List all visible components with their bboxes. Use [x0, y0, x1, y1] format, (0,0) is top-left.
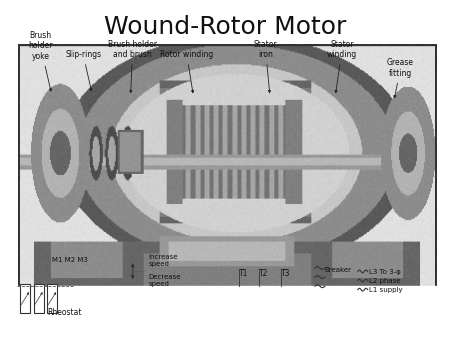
Text: Slip-rings: Slip-rings — [65, 50, 101, 91]
Bar — [34, 284, 44, 313]
Text: L3 To 3-φ: L3 To 3-φ — [369, 269, 401, 275]
Text: T2: T2 — [259, 269, 268, 278]
Bar — [0, 286, 450, 338]
Text: Wound-Rotor Motor: Wound-Rotor Motor — [104, 15, 346, 39]
Text: Stator
iron: Stator iron — [254, 40, 277, 93]
Text: L2 phase: L2 phase — [369, 278, 400, 284]
Bar — [0, 0, 450, 44]
Text: M1 M2 M3: M1 M2 M3 — [52, 257, 88, 263]
Text: T1: T1 — [238, 269, 248, 278]
Text: Decrease
speed: Decrease speed — [148, 274, 181, 287]
Text: Breaker: Breaker — [324, 267, 351, 273]
Text: Stator
winding: Stator winding — [327, 40, 357, 93]
Text: T3: T3 — [281, 269, 291, 278]
Text: Rotor winding: Rotor winding — [160, 50, 213, 93]
Text: Grease
fitting: Grease fitting — [387, 58, 414, 98]
Text: Increase
speed: Increase speed — [148, 254, 178, 267]
Bar — [47, 284, 57, 313]
Text: L1 supply: L1 supply — [369, 287, 403, 293]
Text: Rheostat: Rheostat — [47, 308, 82, 317]
Text: Brush
holder
yoke: Brush holder yoke — [28, 31, 53, 91]
Text: Brush holder
and brush: Brush holder and brush — [108, 40, 157, 93]
Bar — [20, 284, 30, 313]
